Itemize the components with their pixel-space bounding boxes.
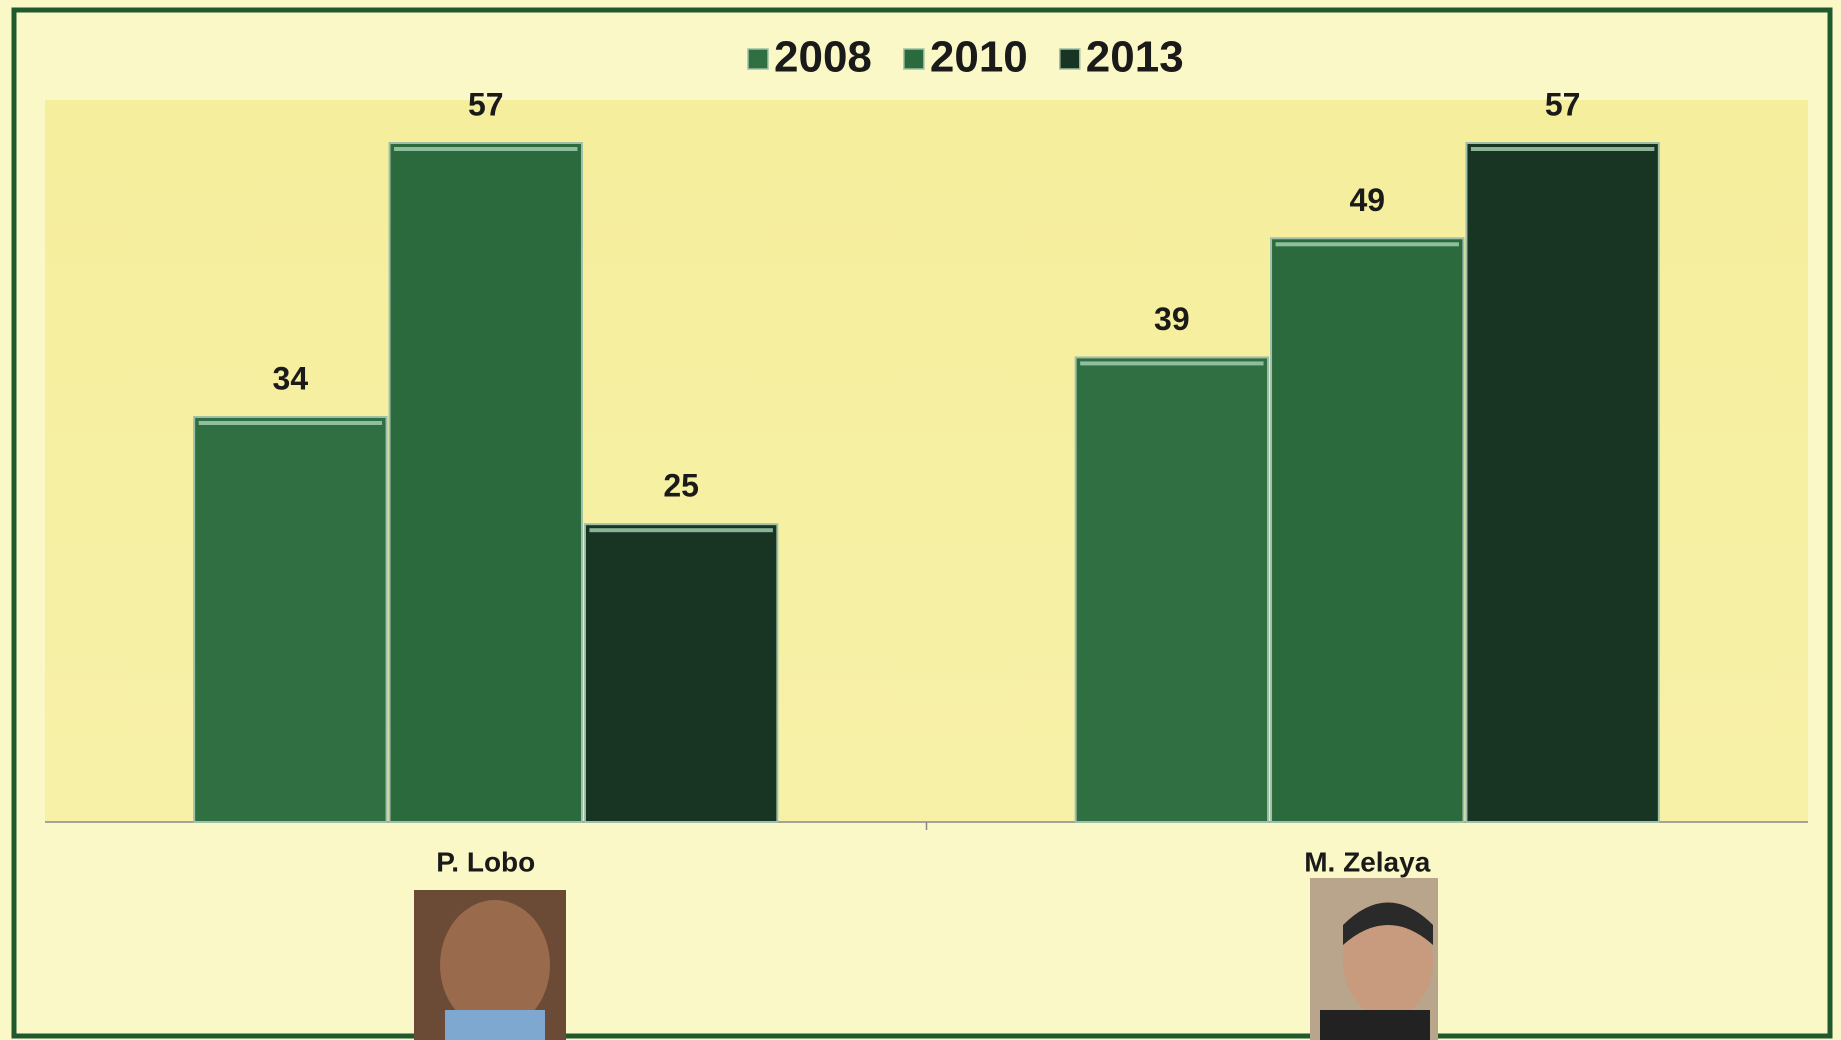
bar-highlight [394,147,578,151]
legend-label: 2013 [1086,33,1184,82]
bar-highlight [1080,361,1264,366]
bar-highlight [589,528,773,533]
legend-label: 2008 [774,33,872,82]
data-label: 25 [663,468,699,504]
bar-highlight [198,420,383,425]
bar-highlight [1470,147,1655,151]
bar-highlight [1275,242,1459,247]
legend-swatch [747,48,769,70]
bar [1270,237,1465,824]
photo-zelaya [1310,878,1438,1040]
bar [388,142,583,823]
data-label: 39 [1154,301,1190,337]
data-label: 57 [1545,86,1581,122]
bar [1465,142,1660,823]
bar [1074,356,1270,823]
legend-swatch [1059,48,1081,70]
photo-lobo [414,890,566,1040]
frame [11,7,1833,1039]
bar [193,415,388,823]
data-label: 34 [273,360,309,396]
x-tick-label: P. Lobo [436,846,535,877]
legend-swatch [903,48,925,70]
x-tick-label: M. Zelaya [1304,846,1430,877]
data-label: 57 [468,86,504,122]
legend: 2008 2010 2013 [747,33,1184,82]
data-label: 49 [1349,182,1385,218]
legend-label: 2010 [930,33,1028,82]
bar [583,523,779,823]
